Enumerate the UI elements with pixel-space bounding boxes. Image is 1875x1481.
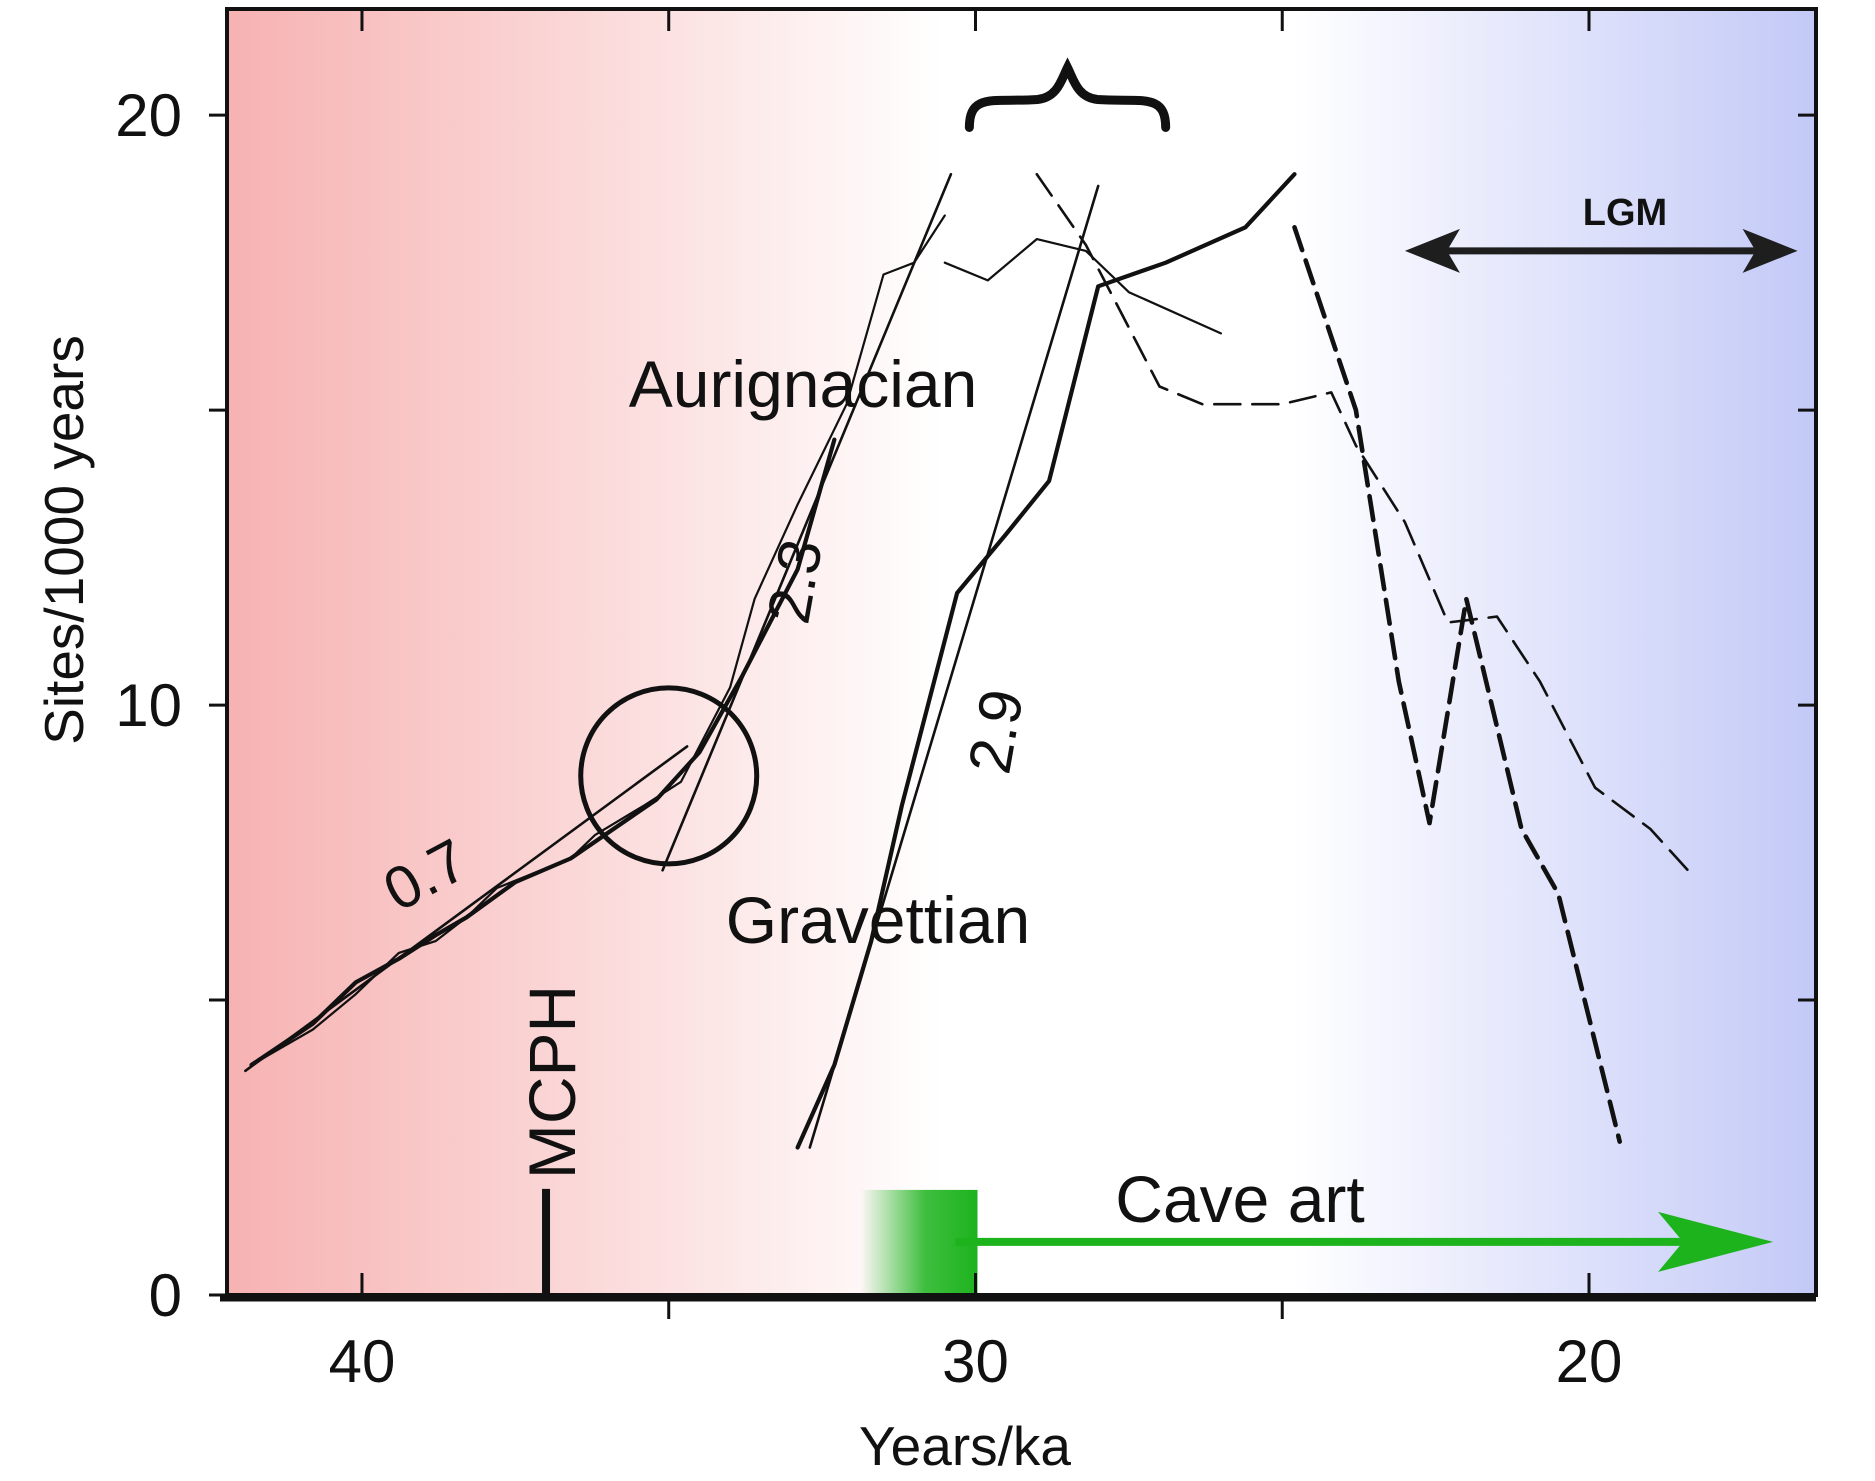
rate-label-2-9: 2.9: [956, 685, 1036, 779]
rate-label-2-3: 2.3: [755, 535, 835, 629]
cave-art-arrowhead: [1658, 1211, 1774, 1272]
cave-art-label: Cave art: [1115, 1162, 1364, 1236]
x-tick-label: 20: [1556, 1328, 1623, 1395]
lgm-arrowhead-left: [1404, 228, 1460, 273]
fit-line-2-3: [661, 172, 953, 872]
x-tick-label: 40: [329, 1328, 396, 1395]
series-layer: [249, 172, 1695, 1150]
peak-brace: [964, 57, 1171, 132]
lgm-label: LGM: [1583, 192, 1667, 234]
series-line-2: [1035, 172, 1695, 878]
plot-background: [227, 9, 1816, 1295]
series-line-0: [250, 214, 946, 1067]
gravettian-label: Gravettian: [726, 883, 1030, 957]
axis-layer: 40 30 20 0 10 20: [115, 9, 1816, 1395]
aurignacian-label: Aurignacian: [629, 347, 978, 421]
y-axis-title: Sites/1000 years: [33, 335, 95, 745]
x-tick-label: 30: [942, 1328, 1009, 1395]
y-tick-label: 0: [149, 1262, 182, 1329]
lgm-arrowhead-right: [1742, 228, 1798, 273]
intersection-circle: [578, 685, 760, 867]
series-line-4: [795, 172, 1297, 1150]
y-tick-label: 10: [115, 672, 182, 739]
series-line-3: [249, 437, 837, 1068]
x-axis-title: Years/ka: [859, 1415, 1071, 1477]
series-line-5: [1292, 225, 1622, 1144]
annotation-layer: [542, 57, 1798, 1295]
mcph-label: MCPH: [515, 985, 589, 1179]
y-tick-label: 20: [115, 82, 182, 149]
series-line-1: [943, 238, 1223, 335]
